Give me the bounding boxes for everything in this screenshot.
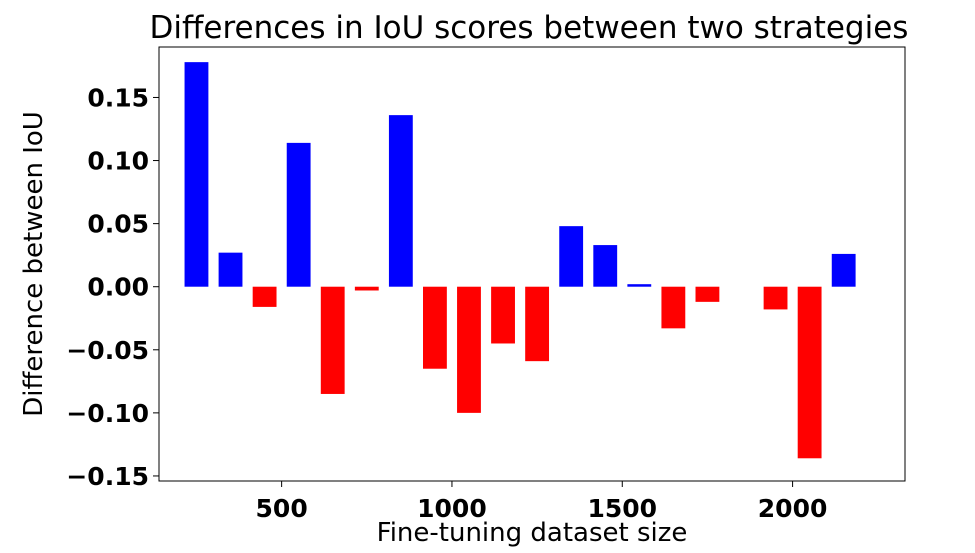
y-tick-label: 0.15 [87, 83, 149, 112]
bar-1650 [661, 286, 686, 329]
bar-250 [184, 62, 209, 287]
x-tick-label: 1000 [417, 494, 487, 523]
bar-1050 [457, 286, 481, 413]
chart-title: Differences in IoU scores between two st… [150, 10, 909, 46]
bars-group [184, 62, 856, 459]
x-tick-label: 1500 [587, 494, 657, 523]
bar-2150 [831, 253, 856, 287]
bar-1750 [695, 286, 720, 302]
bar-1550 [627, 284, 652, 287]
x-tick-label: 500 [256, 494, 308, 523]
bar-750 [354, 286, 379, 291]
bar-650 [320, 286, 345, 394]
bar-1150 [491, 286, 515, 344]
bar-950 [423, 286, 447, 369]
bar-1250 [525, 286, 550, 362]
y-tick-label: −0.10 [66, 399, 149, 428]
y-tick-label: −0.05 [66, 336, 149, 365]
bar-550 [286, 142, 311, 287]
y-tick-label: 0.00 [87, 273, 149, 302]
bar-350 [218, 252, 243, 287]
bar-1950 [763, 286, 788, 310]
y-axis-ticks: −0.15 −0.10 −0.05 0.00 0.05 0.10 0.15 [66, 83, 159, 491]
x-axis-label: Fine-tuning dataset size [377, 518, 688, 548]
bar-850 [388, 115, 413, 287]
bar-450 [252, 286, 277, 307]
bar-2050 [797, 286, 822, 459]
y-tick-label: 0.10 [87, 147, 149, 176]
bar-1450 [593, 245, 618, 287]
y-tick-label: 0.05 [87, 210, 149, 239]
bar-1350 [559, 226, 584, 287]
y-axis-label: Difference between IoU [19, 111, 49, 417]
y-tick-label: −0.15 [66, 462, 149, 491]
plot-frame [158, 46, 906, 482]
x-axis-ticks: 500 1000 1500 2000 [256, 481, 828, 523]
x-tick-label: 2000 [758, 494, 828, 523]
